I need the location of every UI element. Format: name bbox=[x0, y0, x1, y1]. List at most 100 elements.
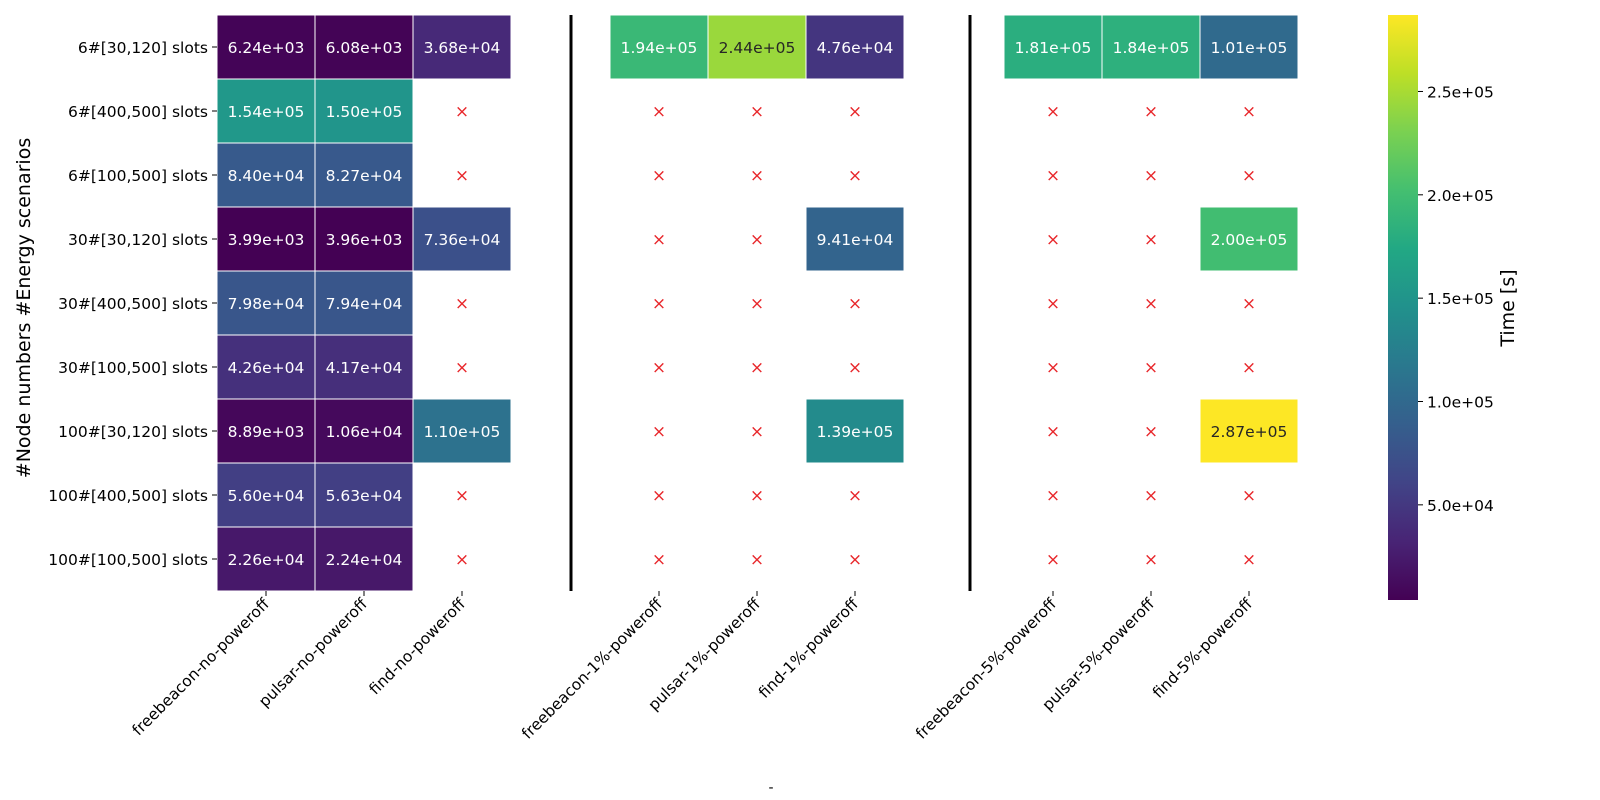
missing-marker-100-400-500-slots-freebeacon-5pct-poweroff: × bbox=[1046, 486, 1060, 506]
heatmap-cell-30-400-500-slots-pulsar-no-poweroff bbox=[314, 270, 414, 336]
missing-marker-30-400-500-slots-find-no-poweroff: × bbox=[455, 294, 469, 314]
missing-marker-30-400-500-slots-freebeacon-1pct-poweroff: × bbox=[652, 294, 666, 314]
heatmap-cell-100-100-500-slots-pulsar-no-poweroff bbox=[314, 526, 414, 592]
missing-marker-30-100-500-slots-find-1pct-poweroff: × bbox=[848, 358, 862, 378]
missing-marker-6-400-500-slots-pulsar-1pct-poweroff: × bbox=[750, 102, 764, 122]
cell-value-6-30-120-slots-pulsar-1pct-poweroff: 2.44e+05 bbox=[719, 39, 796, 57]
colorbar-gradient bbox=[1388, 15, 1418, 600]
colorbar-ticks: 5.0e+04 1.0e+05 1.5e+05 2.0e+05 2.5e+05 bbox=[1418, 83, 1494, 515]
missing-marker-6-100-500-slots-freebeacon-5pct-poweroff: × bbox=[1046, 166, 1060, 186]
missing-marker-30-30-120-slots-freebeacon-5pct-poweroff: × bbox=[1046, 230, 1060, 250]
heatmap-cell-6-100-500-slots-freebeacon-no-poweroff bbox=[216, 142, 316, 208]
heatmap-cell-6-100-500-slots-pulsar-no-poweroff bbox=[314, 142, 414, 208]
row-label-100-100-500-slots: 100#[100,500] slots bbox=[48, 551, 208, 569]
missing-marker-100-30-120-slots-freebeacon-1pct-poweroff: × bbox=[652, 422, 666, 442]
heatmap-cell-6-30-120-slots-pulsar-5pct-poweroff bbox=[1101, 14, 1201, 80]
missing-marker-100-400-500-slots-find-1pct-poweroff: × bbox=[848, 486, 862, 506]
column-label-find-1pct-poweroff: find-1%-poweroff bbox=[755, 595, 862, 702]
missing-marker-30-400-500-slots-pulsar-5pct-poweroff: × bbox=[1144, 294, 1158, 314]
missing-marker-30-400-500-slots-freebeacon-5pct-poweroff: × bbox=[1046, 294, 1060, 314]
missing-marker-30-30-120-slots-pulsar-5pct-poweroff: × bbox=[1144, 230, 1158, 250]
y-axis-label: #Node numbers #Energy scenarios bbox=[13, 138, 35, 478]
heatmap-cell-6-400-500-slots-freebeacon-no-poweroff bbox=[216, 78, 316, 144]
colorbar-tick-label: 1.5e+05 bbox=[1427, 290, 1494, 308]
cell-value-30-30-120-slots-find-1pct-poweroff: 9.41e+04 bbox=[817, 231, 894, 249]
colorbar-tick-label: 5.0e+04 bbox=[1427, 497, 1494, 515]
missing-marker-6-400-500-slots-find-no-poweroff: × bbox=[455, 102, 469, 122]
cell-value-30-100-500-slots-pulsar-no-poweroff: 4.17e+04 bbox=[326, 359, 403, 377]
cell-value-6-30-120-slots-freebeacon-1pct-poweroff: 1.94e+05 bbox=[621, 39, 698, 57]
missing-marker-6-100-500-slots-pulsar-5pct-poweroff: × bbox=[1144, 166, 1158, 186]
cell-value-6-30-120-slots-pulsar-5pct-poweroff: 1.84e+05 bbox=[1113, 39, 1190, 57]
missing-marker-30-30-120-slots-freebeacon-1pct-poweroff: × bbox=[652, 230, 666, 250]
heatmap-cell-6-30-120-slots-freebeacon-no-poweroff bbox=[216, 14, 316, 80]
heatmap-cells: 6.24e+03 6.08e+03 3.68e+04 1.94e+05 2.44e+05… bbox=[216, 14, 1299, 592]
column-label-freebeacon-no-poweroff: freebeacon-no-poweroff bbox=[129, 595, 273, 739]
heatmap-cell-6-400-500-slots-pulsar-no-poweroff bbox=[314, 78, 414, 144]
cell-value-100-400-500-slots-freebeacon-no-poweroff: 5.60e+04 bbox=[228, 487, 305, 505]
cell-value-30-30-120-slots-find-no-poweroff: 7.36e+04 bbox=[424, 231, 501, 249]
cell-value-6-30-120-slots-pulsar-no-poweroff: 6.08e+03 bbox=[326, 39, 403, 57]
cell-value-100-30-120-slots-pulsar-no-poweroff: 1.06e+04 bbox=[326, 423, 403, 441]
column-label-find-no-poweroff: find-no-poweroff bbox=[366, 595, 469, 698]
colorbar-label: Time [s] bbox=[1497, 269, 1519, 347]
missing-marker-100-100-500-slots-pulsar-1pct-poweroff: × bbox=[750, 550, 764, 570]
colorbar-tick-label: 2.5e+05 bbox=[1427, 83, 1494, 101]
missing-marker-100-400-500-slots-find-no-poweroff: × bbox=[455, 486, 469, 506]
missing-marker-6-400-500-slots-pulsar-5pct-poweroff: × bbox=[1144, 102, 1158, 122]
missing-marker-6-400-500-slots-freebeacon-1pct-poweroff: × bbox=[652, 102, 666, 122]
colorbar-tick-label: 1.0e+05 bbox=[1427, 394, 1494, 412]
cell-value-100-30-120-slots-freebeacon-no-poweroff: 8.89e+03 bbox=[228, 423, 305, 441]
missing-marker-6-400-500-slots-find-5pct-poweroff: × bbox=[1242, 102, 1256, 122]
missing-marker-30-30-120-slots-pulsar-1pct-poweroff: × bbox=[750, 230, 764, 250]
cell-value-30-400-500-slots-pulsar-no-poweroff: 7.94e+04 bbox=[326, 295, 403, 313]
cell-value-6-400-500-slots-pulsar-no-poweroff: 1.50e+05 bbox=[326, 103, 403, 121]
cell-value-6-100-500-slots-freebeacon-no-poweroff: 8.40e+04 bbox=[228, 167, 305, 185]
heatmap-cell-6-30-120-slots-freebeacon-1pct-poweroff bbox=[609, 14, 709, 80]
column-label-freebeacon-1pct-poweroff: freebeacon-1%-poweroff bbox=[518, 595, 666, 743]
cell-value-100-100-500-slots-freebeacon-no-poweroff: 2.26e+04 bbox=[228, 551, 305, 569]
heatmap-cell-30-30-120-slots-freebeacon-no-poweroff bbox=[216, 206, 316, 272]
missing-marker-6-100-500-slots-freebeacon-1pct-poweroff: × bbox=[652, 166, 666, 186]
cell-value-6-30-120-slots-find-1pct-poweroff: 4.76e+04 bbox=[817, 39, 894, 57]
heatmap-cell-100-30-120-slots-find-1pct-poweroff bbox=[805, 398, 905, 464]
missing-marker-30-100-500-slots-find-no-poweroff: × bbox=[455, 358, 469, 378]
row-label-30-30-120-slots: 30#[30,120] slots bbox=[68, 231, 208, 249]
heatmap-cell-30-30-120-slots-find-1pct-poweroff bbox=[805, 206, 905, 272]
row-label-30-100-500-slots: 30#[100,500] slots bbox=[58, 359, 208, 377]
heatmap-cell-30-30-120-slots-find-5pct-poweroff bbox=[1199, 206, 1299, 272]
missing-marker-30-100-500-slots-freebeacon-1pct-poweroff: × bbox=[652, 358, 666, 378]
cell-value-30-30-120-slots-find-5pct-poweroff: 2.00e+05 bbox=[1211, 231, 1288, 249]
heatmap-cell-6-30-120-slots-pulsar-1pct-poweroff bbox=[707, 14, 807, 80]
missing-marker-30-400-500-slots-pulsar-1pct-poweroff: × bbox=[750, 294, 764, 314]
heatmap-cell-6-30-120-slots-find-no-poweroff bbox=[412, 14, 512, 80]
heatmap-cell-30-30-120-slots-find-no-poweroff bbox=[412, 206, 512, 272]
row-label-6-100-500-slots: 6#[100,500] slots bbox=[68, 167, 208, 185]
row-label-100-400-500-slots: 100#[400,500] slots bbox=[48, 487, 208, 505]
heatmap-cell-100-30-120-slots-find-5pct-poweroff bbox=[1199, 398, 1299, 464]
cell-value-30-30-120-slots-freebeacon-no-poweroff: 3.99e+03 bbox=[228, 231, 305, 249]
cell-value-30-30-120-slots-pulsar-no-poweroff: 3.96e+03 bbox=[326, 231, 403, 249]
row-label-30-400-500-slots: 30#[400,500] slots bbox=[58, 295, 208, 313]
cell-value-100-100-500-slots-pulsar-no-poweroff: 2.24e+04 bbox=[326, 551, 403, 569]
cell-value-6-30-120-slots-find-5pct-poweroff: 1.01e+05 bbox=[1211, 39, 1288, 57]
missing-marker-6-400-500-slots-find-1pct-poweroff: × bbox=[848, 102, 862, 122]
missing-marker-100-100-500-slots-find-5pct-poweroff: × bbox=[1242, 550, 1256, 570]
missing-marker-6-100-500-slots-find-no-poweroff: × bbox=[455, 166, 469, 186]
column-label-freebeacon-5pct-poweroff: freebeacon-5%-poweroff bbox=[912, 595, 1060, 743]
missing-marker-100-400-500-slots-find-5pct-poweroff: × bbox=[1242, 486, 1256, 506]
missing-marker-30-100-500-slots-pulsar-1pct-poweroff: × bbox=[750, 358, 764, 378]
missing-marker-100-100-500-slots-freebeacon-1pct-poweroff: × bbox=[652, 550, 666, 570]
column-label-find-5pct-poweroff: find-5%-poweroff bbox=[1149, 595, 1256, 702]
missing-marker-30-100-500-slots-freebeacon-5pct-poweroff: × bbox=[1046, 358, 1060, 378]
heatmap-cell-30-100-500-slots-freebeacon-no-poweroff bbox=[216, 334, 316, 400]
cell-value-6-400-500-slots-freebeacon-no-poweroff: 1.54e+05 bbox=[228, 103, 305, 121]
cell-value-100-30-120-slots-find-1pct-poweroff: 1.39e+05 bbox=[817, 423, 894, 441]
cell-value-100-30-120-slots-find-5pct-poweroff: 2.87e+05 bbox=[1211, 423, 1288, 441]
cell-value-30-400-500-slots-freebeacon-no-poweroff: 7.98e+04 bbox=[228, 295, 305, 313]
heatmap-cell-6-30-120-slots-pulsar-no-poweroff bbox=[314, 14, 414, 80]
heatmap-cell-30-100-500-slots-pulsar-no-poweroff bbox=[314, 334, 414, 400]
row-label-6-400-500-slots: 6#[400,500] slots bbox=[68, 103, 208, 121]
missing-marker-100-400-500-slots-pulsar-5pct-poweroff: × bbox=[1144, 486, 1158, 506]
